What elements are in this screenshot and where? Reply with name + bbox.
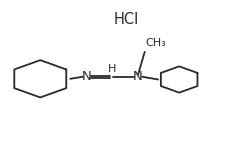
Text: HCl: HCl: [113, 12, 138, 27]
Text: N: N: [133, 70, 143, 83]
Text: CH₃: CH₃: [146, 38, 166, 48]
Text: N: N: [82, 70, 92, 83]
Text: H: H: [108, 64, 117, 74]
